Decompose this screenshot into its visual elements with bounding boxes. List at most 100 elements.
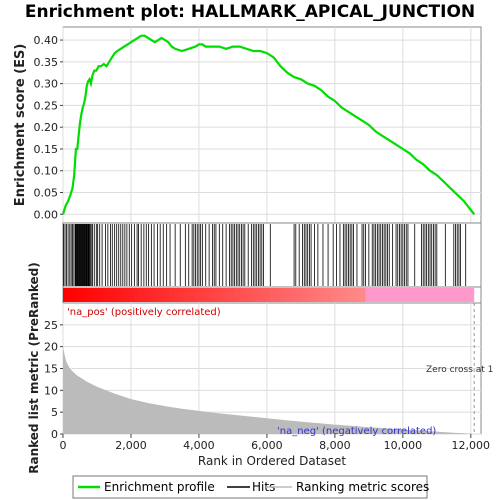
es-tick-label: 0.25 [34, 99, 59, 112]
colorbar-positive-segment [350, 288, 356, 302]
colorbar-positive-segment [209, 288, 215, 302]
colorbar-positive-segment [254, 288, 261, 302]
colorbar-positive-segment [219, 288, 225, 302]
colorbar-positive-segment [284, 288, 291, 302]
colorbar-positive-segment [224, 288, 230, 302]
colorbar-positive-segment [88, 288, 94, 302]
zero-cross-label: Zero cross at 1 [426, 365, 493, 375]
metric-tick-label: 5 [51, 406, 58, 419]
colorbar-positive-segment [335, 288, 341, 302]
colorbar-positive-segment [93, 288, 99, 302]
colorbar-positive-segment [340, 288, 346, 302]
colorbar-positive-segment [68, 288, 74, 302]
es-tick-label: 0.10 [34, 165, 59, 178]
x-tick-label: 8,000 [319, 439, 351, 452]
ranked-colorbar [63, 288, 475, 302]
x-tick-label: 0 [60, 439, 67, 452]
colorbar-positive-segment [264, 288, 271, 302]
colorbar-positive-segment [315, 288, 321, 302]
colorbar-positive-segment [279, 288, 286, 302]
colorbar-positive-segment [239, 288, 245, 302]
colorbar-positive-segment [108, 288, 114, 302]
metric-tick-label: 20 [44, 341, 58, 354]
colorbar-positive-segment [138, 288, 145, 302]
colorbar-positive-segment [183, 288, 190, 302]
es-tick-label: 0.35 [34, 56, 59, 69]
colorbar-positive-segment [199, 288, 205, 302]
es-tick-label: 0.00 [34, 208, 59, 221]
colorbar-positive-segment [173, 288, 180, 302]
colorbar-positive-segment [274, 288, 281, 302]
es-y-axis-label: Enrichment score (ES) [13, 44, 28, 207]
colorbar-positive-segment [123, 288, 130, 302]
colorbar-positive-segment [360, 288, 366, 302]
colorbar-positive-segment [310, 288, 316, 302]
colorbar-positive-segment [78, 288, 84, 302]
colorbar-positive-segment [229, 288, 235, 302]
metric-tick-label: 10 [44, 384, 58, 397]
colorbar-positive-segment [325, 288, 331, 302]
enrichment-profile-line [61, 34, 476, 215]
x-tick-label: 2,000 [115, 439, 147, 452]
colorbar-positive-segment [148, 288, 155, 302]
x-tick-label: 6,000 [251, 439, 283, 452]
legend-enrichment-label: Enrichment profile [104, 480, 215, 494]
colorbar-positive-segment [294, 288, 301, 302]
x-tick-label: 10,000 [384, 439, 423, 452]
colorbar-positive-segment [98, 288, 104, 302]
metric-tick-label: 15 [44, 363, 58, 376]
legend-metric-label: Ranking metric scores [296, 480, 429, 494]
metric-tick-label: 0 [51, 428, 58, 441]
colorbar-positive-segment [113, 288, 119, 302]
colorbar-positive-segment [259, 288, 266, 302]
colorbar-positive-segment [234, 288, 240, 302]
colorbar-positive-segment [163, 288, 170, 302]
colorbar-positive-segment [153, 288, 160, 302]
metric-tick-label: 25 [44, 319, 58, 332]
es-tick-label: 0.15 [34, 143, 59, 156]
colorbar-positive-segment [269, 288, 276, 302]
colorbar-positive-segment [244, 288, 251, 302]
colorbar-positive-segment [214, 288, 220, 302]
negative-correlation-label: 'na_neg' (negatively correlated) [277, 426, 436, 437]
colorbar-positive-segment [189, 288, 195, 302]
es-tick-label: 0.40 [34, 34, 59, 47]
metric-y-axis-ticks: 0 5 10 15 20 25 [44, 319, 63, 441]
colorbar-positive-segment [73, 288, 79, 302]
es-tick-label: 0.05 [34, 187, 59, 200]
es-y-axis-ticks: 0.00 0.05 0.10 0.15 0.20 0.25 0.30 0.35 0.40 [34, 34, 63, 221]
colorbar-positive-segment [128, 288, 135, 302]
chart-title: Enrichment plot: HALLMARK_APICAL_JUNCTIO… [25, 2, 475, 22]
es-tick-label: 0.20 [34, 121, 59, 134]
colorbar-positive-segment [158, 288, 165, 302]
colorbar-positive-segment [168, 288, 175, 302]
colorbar-positive-segment [330, 288, 336, 302]
es-tick-label: 0.30 [34, 78, 59, 91]
hits-panel-frame [62, 222, 482, 288]
colorbar-positive-segment [103, 288, 109, 302]
colorbar-positive-segment [204, 288, 210, 302]
colorbar-positive-segment [83, 288, 89, 302]
x-axis-label: Rank in Ordered Dataset [198, 454, 346, 468]
es-panel-frame [62, 26, 482, 224]
x-tick-label: 4,000 [183, 439, 215, 452]
colorbar-positive-segment [304, 288, 311, 302]
colorbar-positive-segment [178, 288, 185, 302]
colorbar-positive-segment [249, 288, 256, 302]
positive-correlation-label: 'na_pos' (positively correlated) [67, 307, 221, 318]
colorbar-positive-segment [194, 288, 200, 302]
hits-barcode [63, 224, 467, 286]
colorbar-positive-segment [133, 288, 140, 302]
legend-hits-label: Hits [252, 480, 275, 494]
colorbar-positive-segment [143, 288, 150, 302]
x-tick-label: 12,000 [452, 439, 491, 452]
colorbar-positive-segment [320, 288, 326, 302]
colorbar-positive-segment [345, 288, 351, 302]
colorbar-positive-segment [289, 288, 296, 302]
colorbar-positive-segment [118, 288, 124, 302]
x-axis-ticks: 0 2,000 4,000 6,000 8,000 10,000 12,000 [60, 434, 491, 452]
metric-y-axis-label: Ranked list metric (PreRanked) [27, 262, 41, 474]
colorbar-positive-segment [299, 288, 306, 302]
colorbar-negative-segment [365, 288, 475, 302]
